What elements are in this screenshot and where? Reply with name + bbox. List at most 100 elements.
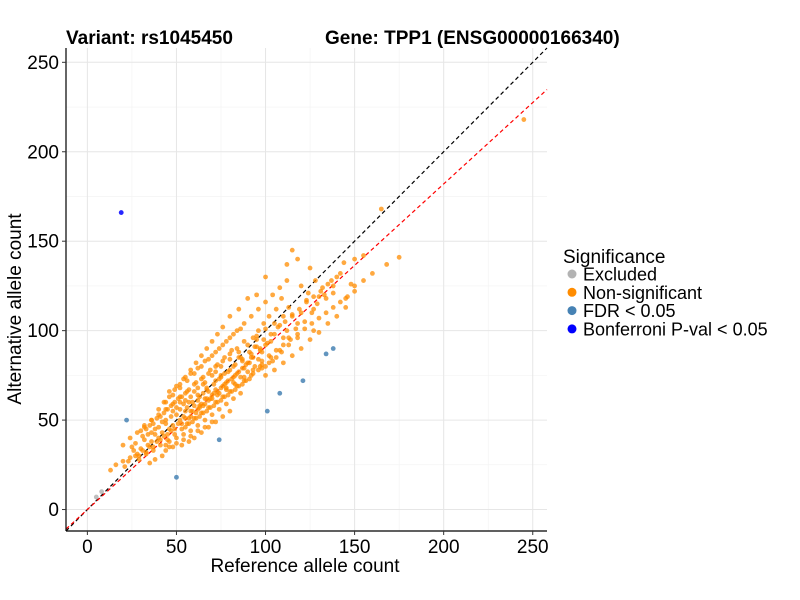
point-non-significant: [243, 378, 249, 384]
chart-title-variant: Variant: rs1045450: [66, 28, 233, 49]
point-non-significant: [150, 448, 156, 453]
point-non-significant: [247, 376, 252, 382]
point-non-significant: [198, 353, 204, 359]
reference-line: [65, 89, 548, 530]
point-non-significant: [206, 371, 211, 376]
point-non-significant: [257, 346, 263, 351]
point-non-significant: [218, 364, 224, 369]
point-non-significant: [225, 392, 231, 398]
point-non-significant: [307, 265, 313, 271]
point-non-significant: [158, 442, 163, 448]
point-non-significant: [166, 444, 172, 450]
point-fdr-0-05: [277, 390, 283, 396]
point-non-significant: [289, 353, 295, 359]
point-non-significant: [220, 324, 226, 330]
point-non-significant: [163, 406, 169, 412]
point-non-significant: [220, 358, 226, 364]
point-non-significant: [309, 310, 315, 316]
legend-key: [567, 269, 577, 279]
point-non-significant: [229, 347, 235, 353]
point-non-significant: [179, 442, 185, 448]
point-non-significant: [181, 376, 186, 382]
point-non-significant: [195, 423, 201, 428]
point-non-significant: [268, 331, 274, 337]
point-non-significant: [263, 299, 268, 305]
legend-label: Excluded: [583, 265, 657, 285]
point-non-significant: [311, 306, 317, 312]
y-tick-label: 100: [27, 321, 59, 342]
legend: Significance ExcludedNon-significantFDR …: [563, 247, 768, 339]
y-tick-label: 200: [27, 142, 59, 163]
point-non-significant: [158, 437, 163, 443]
point-non-significant: [227, 313, 233, 319]
x-tick-label: 50: [166, 537, 187, 558]
point-non-significant: [304, 299, 309, 305]
legend-key: [567, 287, 577, 297]
point-non-significant: [197, 414, 203, 419]
point-non-significant: [352, 288, 357, 294]
point-non-significant: [295, 321, 300, 326]
point-non-significant: [190, 399, 195, 405]
point-non-significant: [172, 432, 178, 437]
y-axis-label: Alternative allele count: [5, 213, 26, 405]
point-non-significant: [352, 256, 357, 262]
point-non-significant: [182, 415, 188, 421]
point-non-significant: [147, 444, 153, 450]
point-non-significant: [323, 310, 329, 316]
point-non-significant: [215, 392, 220, 398]
point-non-significant: [133, 453, 138, 459]
point-non-significant: [241, 321, 247, 326]
point-non-significant: [236, 383, 242, 389]
point-non-significant: [191, 381, 197, 387]
legend-key: [567, 324, 577, 334]
point-non-significant: [337, 271, 343, 276]
point-non-significant: [329, 278, 334, 283]
point-non-significant: [141, 423, 147, 428]
point-non-significant: [174, 435, 179, 441]
point-non-significant: [165, 432, 170, 437]
point-non-significant: [296, 306, 302, 312]
point-non-significant: [236, 349, 242, 355]
point-non-significant: [234, 346, 240, 351]
point-non-significant: [195, 428, 201, 434]
point-non-significant: [220, 342, 226, 348]
point-non-significant: [247, 360, 252, 366]
point-non-significant: [302, 319, 308, 325]
point-non-significant: [298, 346, 304, 351]
point-non-significant: [254, 333, 260, 339]
point-non-significant: [245, 342, 251, 348]
legend-label: Non-significant: [583, 283, 702, 303]
data-points: [93, 117, 527, 500]
point-non-significant: [211, 381, 217, 387]
point-non-significant: [227, 408, 233, 414]
point-non-significant: [218, 398, 224, 403]
point-non-significant: [222, 371, 227, 376]
point-non-significant: [239, 365, 245, 371]
point-non-significant: [284, 262, 290, 267]
point-non-significant: [234, 328, 240, 334]
point-non-significant: [170, 408, 176, 414]
point-non-significant: [293, 326, 299, 332]
point-non-significant: [166, 389, 172, 394]
point-non-significant: [136, 453, 142, 459]
point-non-significant: [181, 401, 186, 407]
point-non-significant: [161, 399, 167, 405]
point-non-significant: [282, 319, 288, 325]
point-non-significant: [227, 356, 233, 362]
point-non-significant: [206, 356, 211, 362]
point-non-significant: [330, 283, 336, 289]
point-non-significant: [272, 367, 277, 373]
point-non-significant: [231, 396, 236, 402]
point-non-significant: [277, 285, 283, 291]
point-non-significant: [286, 342, 292, 348]
point-non-significant: [289, 312, 295, 317]
point-non-significant: [330, 304, 336, 310]
x-tick-label: 100: [250, 537, 282, 558]
point-non-significant: [177, 399, 183, 405]
point-non-significant: [314, 301, 320, 307]
x-axis-label: Reference allele count: [210, 556, 400, 577]
point-fdr-0-05: [174, 474, 179, 480]
point-non-significant: [325, 321, 331, 326]
point-non-significant: [184, 389, 190, 394]
point-non-significant: [195, 392, 201, 398]
